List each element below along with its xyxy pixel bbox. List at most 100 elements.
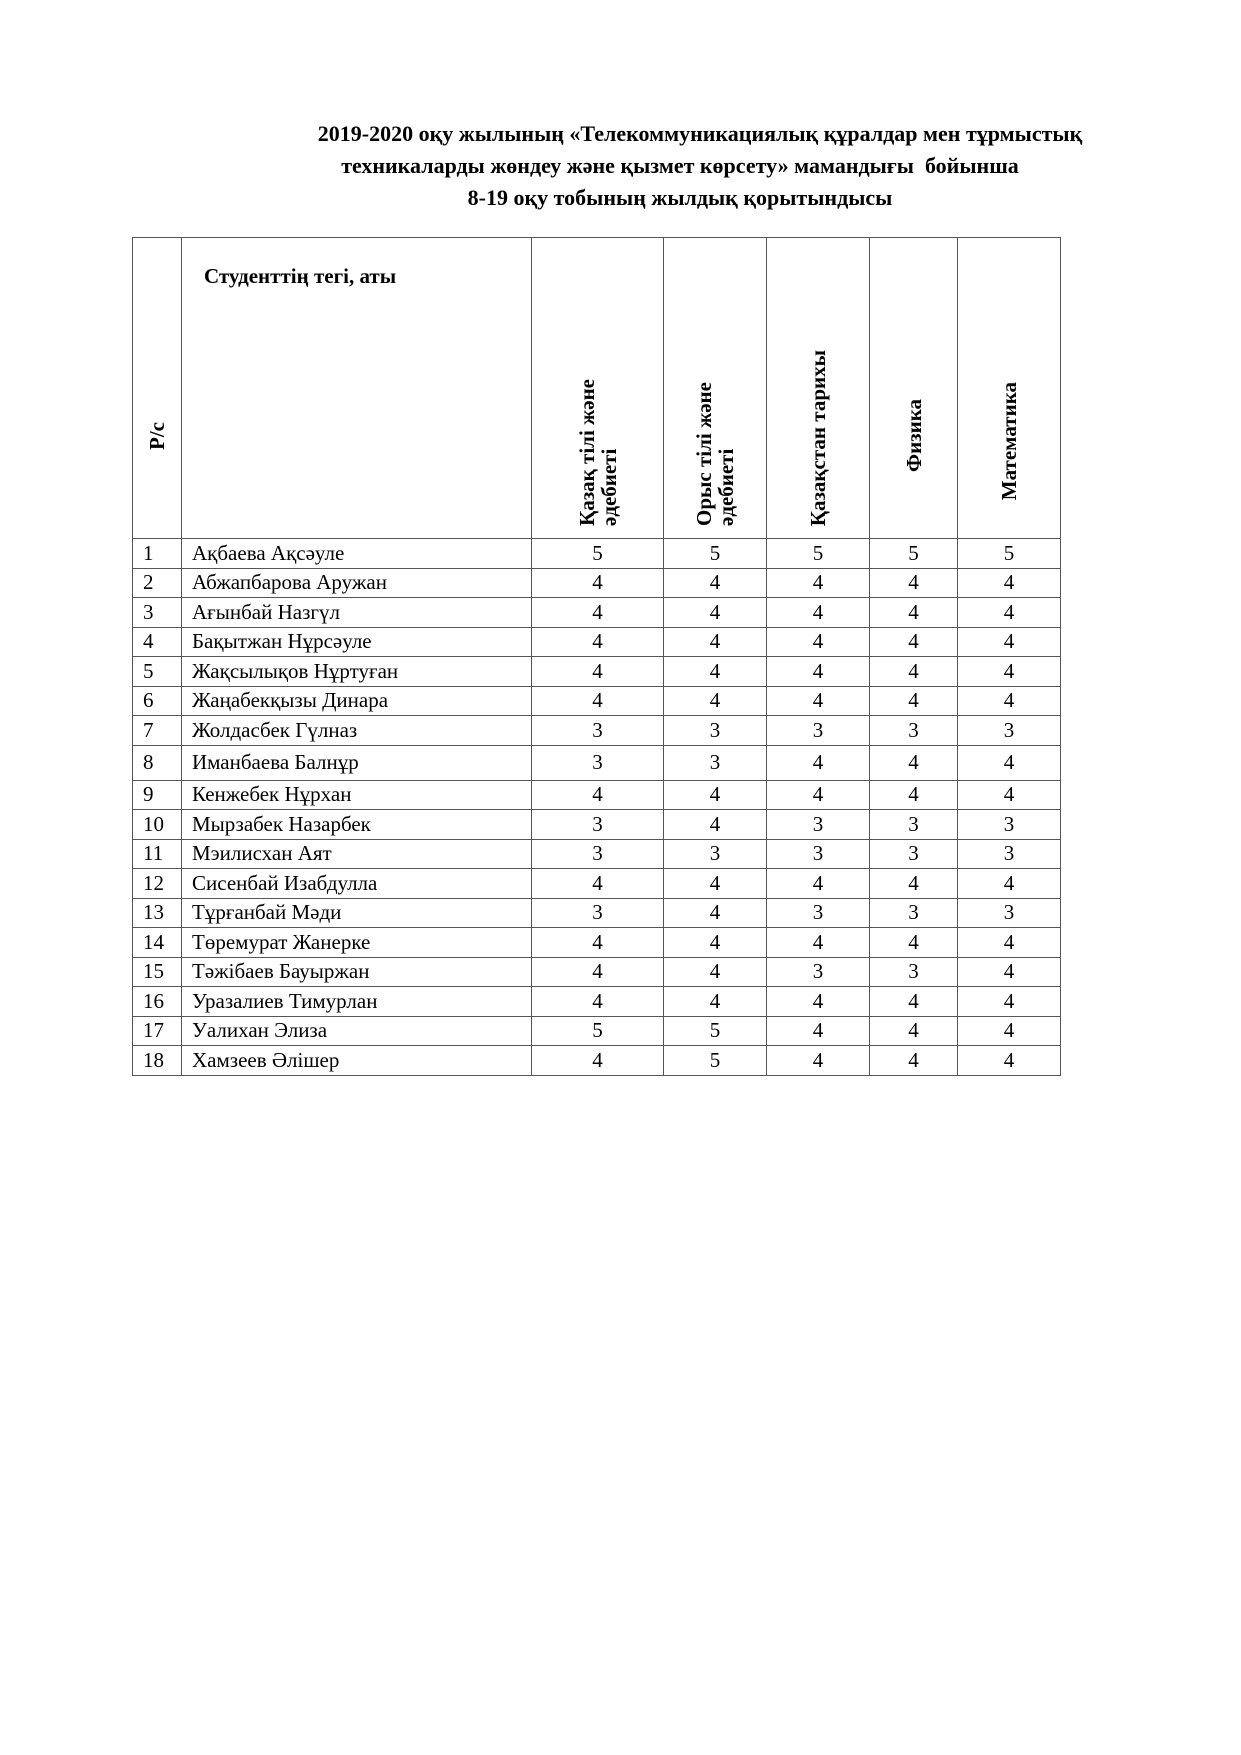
grade-cell: 4 [663, 626, 767, 657]
table-row: 11 Мэилисхан Аят 3 3 3 3 3 [132, 838, 1061, 869]
grade-cell: 4 [531, 567, 664, 598]
grade-cell: 4 [869, 868, 958, 899]
grade-cell: 4 [869, 779, 958, 810]
grade-cell: 4 [869, 927, 958, 958]
grade-cell: 5 [663, 1045, 767, 1076]
grade-cell: 3 [869, 715, 958, 746]
header-russian-language: Орыс тілі және әдебиеті [663, 237, 767, 539]
row-number: 17 [132, 1015, 182, 1046]
grade-cell: 4 [766, 597, 870, 628]
grade-cell: 4 [869, 685, 958, 716]
student-name: Тұрғанбай Мәди [181, 897, 532, 928]
student-name: Абжапбарова Аружан [181, 567, 532, 598]
grade-cell: 3 [766, 809, 870, 840]
grade-cell: 4 [766, 626, 870, 657]
grade-cell: 4 [766, 744, 870, 781]
table-row: 9 Кенжебек Нұрхан 4 4 4 4 4 [132, 779, 1061, 810]
table-row: 12 Сисенбай Изабдулла 4 4 4 4 4 [132, 868, 1061, 899]
grade-cell: 5 [531, 1015, 664, 1046]
grade-cell: 4 [663, 685, 767, 716]
table-row: 7 Жолдасбек Гүлназ 3 3 3 3 3 [132, 715, 1061, 746]
student-name: Кенжебек Нұрхан [181, 779, 532, 810]
grade-cell: 5 [531, 538, 664, 569]
row-number: 7 [132, 715, 182, 746]
grade-cell: 3 [957, 809, 1061, 840]
student-name: Жолдасбек Гүлназ [181, 715, 532, 746]
table-row: 13 Тұрғанбай Мәди 3 4 3 3 3 [132, 897, 1061, 928]
grade-cell: 3 [531, 744, 664, 781]
student-name: Хамзеев Әлішер [181, 1045, 532, 1076]
grade-cell: 4 [869, 597, 958, 628]
grade-cell: 4 [766, 656, 870, 687]
grade-cell: 4 [957, 626, 1061, 657]
grade-cell: 3 [531, 838, 664, 869]
grade-cell: 4 [766, 986, 870, 1017]
table-row: 4 Бақытжан Нұрсәуле 4 4 4 4 4 [132, 626, 1061, 657]
grade-cell: 4 [663, 868, 767, 899]
grade-cell: 3 [531, 715, 664, 746]
grade-cell: 4 [766, 1045, 870, 1076]
grade-cell: 4 [531, 656, 664, 687]
title-line-1: 2019-2020 оқу жылының «Телекоммуникациял… [317, 121, 1083, 146]
student-name: Жақсылықов Нұртуған [181, 656, 532, 687]
grade-cell: 4 [957, 567, 1061, 598]
grade-cell: 4 [766, 567, 870, 598]
grade-cell: 4 [957, 927, 1061, 958]
grade-cell: 4 [663, 809, 767, 840]
grade-cell: 4 [766, 868, 870, 899]
grade-cell: 4 [957, 744, 1061, 781]
grade-cell: 4 [663, 567, 767, 598]
grade-cell: 4 [957, 1015, 1061, 1046]
header-subject-label: Қазақстан тарихы [806, 349, 830, 526]
row-number: 9 [132, 779, 182, 810]
table-row: 5 Жақсылықов Нұртуған 4 4 4 4 4 [132, 656, 1061, 687]
header-number: Р/с [132, 237, 182, 539]
grade-cell: 4 [531, 956, 664, 987]
row-number: 10 [132, 809, 182, 840]
grade-cell: 3 [531, 897, 664, 928]
student-name: Жаңабекқызы Динара [181, 685, 532, 716]
grade-cell: 4 [957, 779, 1061, 810]
grade-cell: 4 [869, 626, 958, 657]
student-name: Ағынбай Назгүл [181, 597, 532, 628]
grade-cell: 5 [957, 538, 1061, 569]
row-number: 8 [132, 744, 182, 781]
grade-cell: 4 [869, 1015, 958, 1046]
grade-cell: 4 [531, 1045, 664, 1076]
grade-cell: 4 [531, 597, 664, 628]
grade-cell: 4 [957, 956, 1061, 987]
document-title: 2019-2020 оқу жылының «Телекоммуникациял… [150, 118, 1210, 214]
grade-cell: 3 [766, 897, 870, 928]
grade-cell: 4 [766, 685, 870, 716]
grade-cell: 4 [766, 927, 870, 958]
header-kazakh-language: Қазақ тілі және әдебиеті [531, 237, 664, 539]
grade-cell: 4 [957, 986, 1061, 1017]
grade-cell: 3 [766, 715, 870, 746]
student-name: Бақытжан Нұрсәуле [181, 626, 532, 657]
student-name: Төремурат Жанерке [181, 927, 532, 958]
grade-cell: 4 [957, 868, 1061, 899]
table-row: 2 Абжапбарова Аружан 4 4 4 4 4 [132, 567, 1061, 598]
grade-cell: 4 [869, 744, 958, 781]
grade-cell: 4 [957, 685, 1061, 716]
grade-cell: 4 [957, 1045, 1061, 1076]
grade-cell: 4 [766, 779, 870, 810]
row-number: 12 [132, 868, 182, 899]
header-row: Р/с Студенттің тегі, аты Қазақ тілі және… [132, 237, 1061, 539]
grade-cell: 5 [663, 1015, 767, 1046]
grade-cell: 3 [766, 956, 870, 987]
row-number: 16 [132, 986, 182, 1017]
student-name: Ақбаева Ақсәуле [181, 538, 532, 569]
grade-cell: 4 [663, 779, 767, 810]
header-history: Қазақстан тарихы [766, 237, 870, 539]
header-math: Математика [957, 237, 1061, 539]
student-name: Уразалиев Тимурлан [181, 986, 532, 1017]
grade-cell: 3 [869, 809, 958, 840]
grade-cell: 5 [663, 538, 767, 569]
grade-cell: 4 [957, 656, 1061, 687]
title-line-3: 8-19 оқу тобының жылдық қорытындысы [467, 185, 893, 210]
grade-cell: 4 [531, 868, 664, 899]
header-number-label: Р/с [145, 422, 169, 450]
grade-cell: 3 [663, 744, 767, 781]
header-subject-label: Қазақ тілі және әдебиеті [574, 379, 621, 526]
